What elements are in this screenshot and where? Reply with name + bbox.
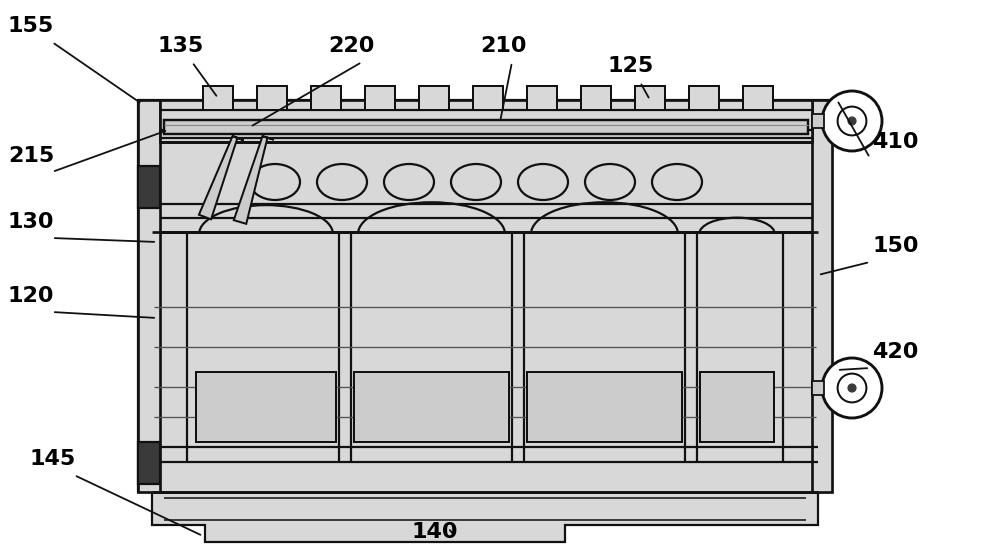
- Text: 410: 410: [872, 132, 919, 152]
- Bar: [160, 100, 812, 142]
- Polygon shape: [232, 136, 244, 140]
- Text: 150: 150: [872, 236, 919, 256]
- Bar: [257, 86, 287, 110]
- Text: 125: 125: [608, 56, 654, 76]
- Bar: [138, 442, 160, 484]
- Bar: [527, 86, 557, 110]
- Text: 215: 215: [8, 146, 54, 166]
- Bar: [138, 100, 832, 492]
- Bar: [152, 232, 818, 492]
- Polygon shape: [262, 136, 274, 139]
- Bar: [581, 86, 611, 110]
- Text: 145: 145: [30, 449, 76, 469]
- Bar: [743, 86, 773, 110]
- Circle shape: [848, 117, 856, 125]
- Bar: [354, 372, 509, 442]
- Polygon shape: [199, 136, 237, 220]
- Ellipse shape: [518, 164, 568, 200]
- Ellipse shape: [652, 164, 702, 200]
- Bar: [138, 100, 160, 492]
- Circle shape: [822, 358, 882, 418]
- Text: 420: 420: [872, 342, 918, 362]
- Ellipse shape: [585, 164, 635, 200]
- Text: 120: 120: [8, 286, 54, 306]
- Bar: [196, 372, 336, 442]
- Ellipse shape: [384, 164, 434, 200]
- Circle shape: [822, 91, 882, 151]
- Bar: [812, 381, 824, 395]
- Bar: [164, 120, 808, 134]
- Bar: [812, 114, 824, 128]
- Ellipse shape: [451, 164, 501, 200]
- Bar: [689, 86, 719, 110]
- Text: 210: 210: [480, 36, 526, 56]
- Bar: [419, 86, 449, 110]
- Bar: [138, 166, 160, 208]
- Bar: [203, 86, 233, 110]
- Bar: [365, 86, 395, 110]
- Text: 135: 135: [158, 36, 204, 56]
- Bar: [311, 86, 341, 110]
- Circle shape: [838, 106, 866, 136]
- Bar: [527, 372, 682, 442]
- Text: 130: 130: [8, 212, 54, 232]
- Circle shape: [838, 374, 866, 403]
- Bar: [473, 86, 503, 110]
- Ellipse shape: [317, 164, 367, 200]
- Circle shape: [848, 384, 856, 392]
- Bar: [812, 100, 832, 492]
- Ellipse shape: [250, 164, 300, 200]
- Text: 220: 220: [328, 36, 374, 56]
- Bar: [700, 372, 774, 442]
- Text: 140: 140: [412, 522, 458, 542]
- Bar: [635, 86, 665, 110]
- Polygon shape: [234, 136, 267, 224]
- Text: 155: 155: [8, 16, 54, 36]
- Polygon shape: [152, 492, 818, 542]
